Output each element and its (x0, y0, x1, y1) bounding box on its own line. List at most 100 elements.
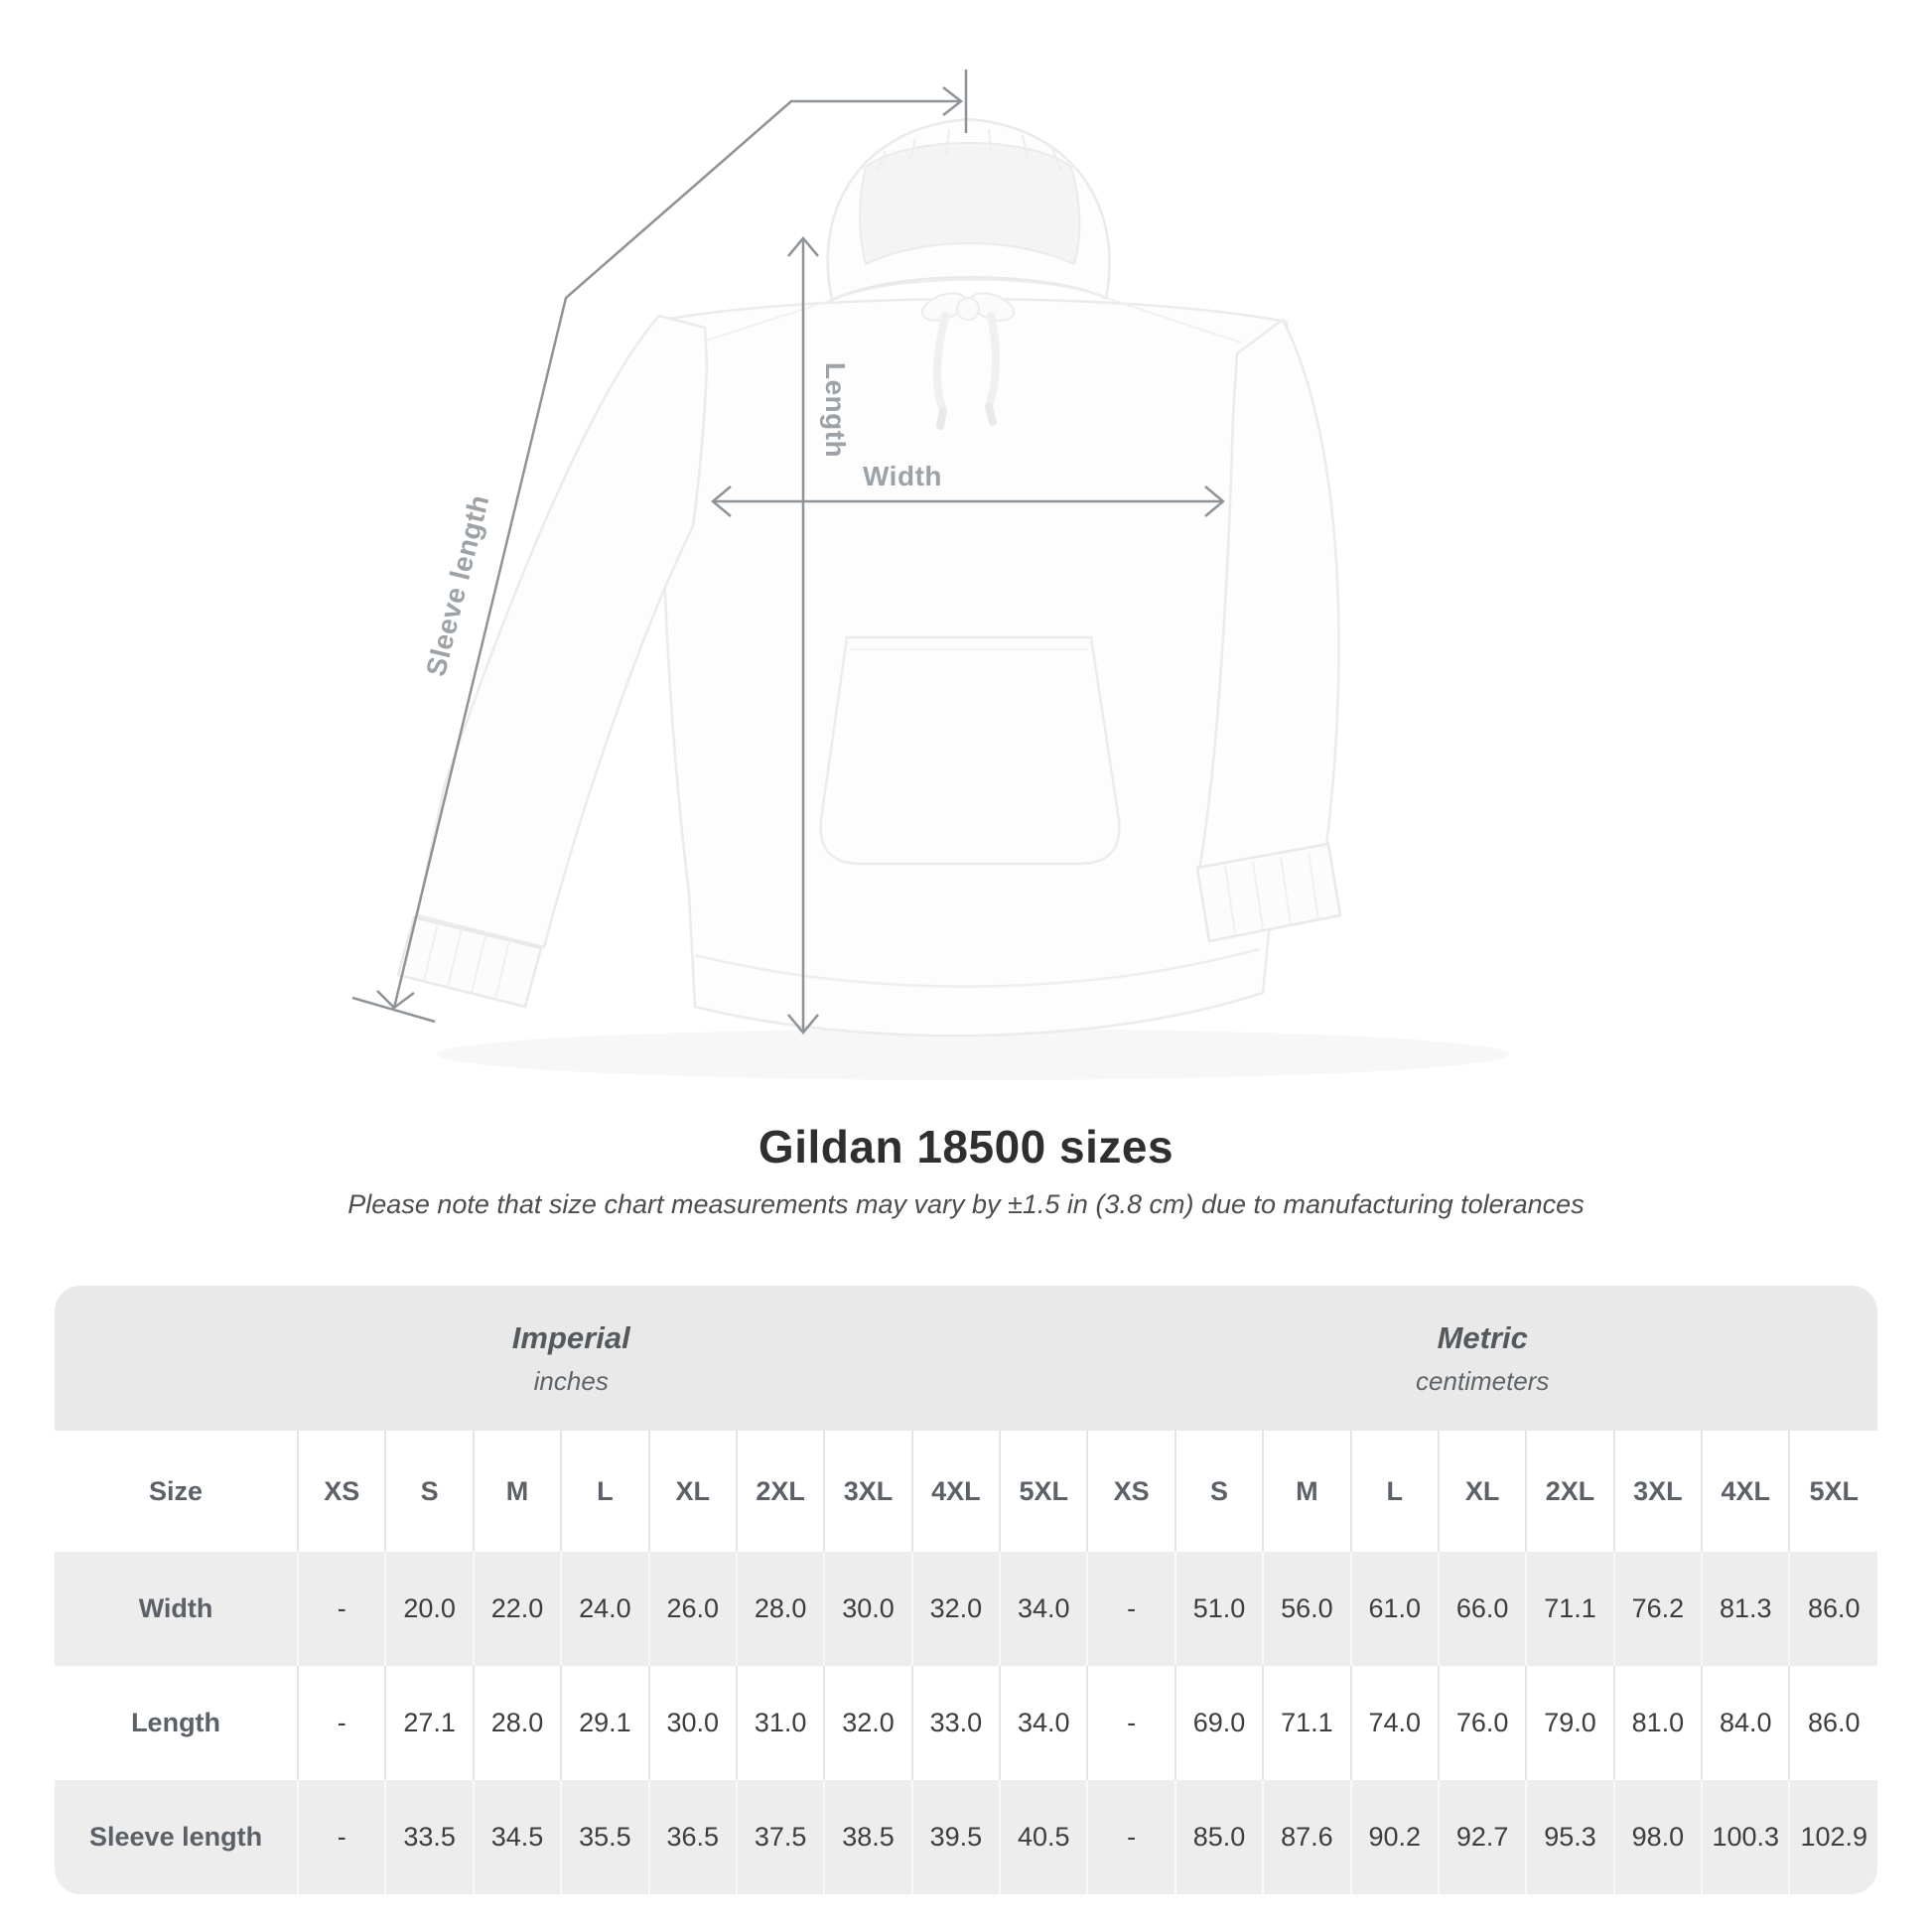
size-value-cell: 20.0 (384, 1552, 474, 1666)
hood-opening (859, 142, 1081, 266)
size-value-cell: 87.6 (1262, 1780, 1351, 1894)
size-value-cell: 71.1 (1525, 1552, 1614, 1666)
imperial-group-unit: inches (533, 1365, 609, 1396)
size-value-cell: 100.3 (1701, 1780, 1790, 1894)
size-value-cell: 33.5 (384, 1780, 474, 1894)
size-column-header: L (560, 1431, 649, 1552)
size-column-header: 4XL (1701, 1431, 1790, 1552)
size-value-cell: 51.0 (1173, 1552, 1264, 1666)
size-value-cell: 40.5 (999, 1780, 1088, 1894)
size-value-cell: 86.0 (1788, 1552, 1877, 1666)
size-header-row: Size XS S M L XL 2XL 3XL 4XL 5XL XS S M … (55, 1431, 1877, 1552)
size-value-cell: 28.0 (735, 1552, 825, 1666)
size-value-cell: 71.1 (1262, 1666, 1351, 1780)
size-value-cell: 79.0 (1525, 1666, 1614, 1780)
hem-seam (694, 947, 1260, 988)
size-column-header: M (472, 1431, 562, 1552)
size-value-cell: 24.0 (560, 1552, 649, 1666)
size-value-cell: - (297, 1552, 386, 1666)
size-value-cell: 26.0 (647, 1552, 737, 1666)
tolerance-note: Please note that size chart measurements… (347, 1189, 1585, 1219)
size-value-cell: - (1086, 1666, 1175, 1780)
measurement-lines (351, 69, 1225, 1035)
size-value-cell: 34.0 (999, 1552, 1088, 1666)
size-value-cell: 76.0 (1437, 1666, 1527, 1780)
size-column-header: XL (1437, 1431, 1527, 1552)
kangaroo-pocket (819, 635, 1121, 866)
sleeve-length-label: Sleeve length (420, 491, 494, 679)
size-column-header: 2XL (735, 1431, 825, 1552)
size-value-cell: 33.0 (910, 1666, 1001, 1780)
measurement-row-label: Sleeve length (89, 1822, 263, 1852)
size-column-header: 2XL (1525, 1431, 1614, 1552)
table-row-sleeve-length: Sleeve length - 33.5 34.5 35.5 36.5 37.5… (55, 1780, 1877, 1894)
length-label: Length (820, 362, 851, 458)
size-value-cell: 22.0 (472, 1552, 562, 1666)
drawstring-aglets (936, 403, 997, 430)
size-value-cell: 28.0 (472, 1666, 562, 1780)
size-value-cell: 29.1 (560, 1666, 649, 1780)
size-column-header: 3XL (1612, 1431, 1703, 1552)
imperial-group-title: Imperial (511, 1319, 630, 1355)
neck-seam (831, 278, 1107, 301)
size-value-cell: 69.0 (1173, 1666, 1264, 1780)
page-title: Gildan 18500 sizes (758, 1121, 1174, 1173)
sleeve-length-arrow (351, 69, 968, 1024)
hoodie-measurement-diagram: Length Width Sleeve length (351, 69, 1509, 1080)
size-value-cell: - (1086, 1552, 1175, 1666)
size-value-cell: 30.0 (823, 1552, 912, 1666)
width-arrow (711, 485, 1225, 517)
title-block: Gildan 18500 sizes Please note that size… (0, 1120, 1932, 1220)
size-value-cell: 27.1 (384, 1666, 474, 1780)
size-value-cell: 34.5 (472, 1780, 562, 1894)
measurement-row-label: Width (138, 1593, 213, 1623)
table-row-length: Length - 27.1 28.0 29.1 30.0 31.0 32.0 3… (55, 1666, 1877, 1780)
size-value-cell: - (297, 1780, 386, 1894)
size-column-header: S (384, 1431, 474, 1552)
size-value-cell: 66.0 (1437, 1552, 1527, 1666)
hoodie-photo (396, 117, 1509, 1080)
size-value-cell: 95.3 (1525, 1780, 1614, 1894)
table-row-width: Width - 20.0 22.0 24.0 26.0 28.0 30.0 32… (55, 1552, 1877, 1666)
size-value-cell: 61.0 (1349, 1552, 1439, 1666)
width-label: Width (863, 461, 942, 491)
size-value-cell: 38.5 (823, 1780, 912, 1894)
imperial-group-header: Imperial inches (55, 1286, 1087, 1431)
garment-shadow (437, 1029, 1509, 1080)
size-header-label: Size (149, 1475, 204, 1506)
size-column-header: S (1173, 1431, 1264, 1552)
size-value-cell: 81.3 (1701, 1552, 1790, 1666)
size-column-header: XL (647, 1431, 737, 1552)
size-value-cell: 37.5 (735, 1780, 825, 1894)
size-value-cell: 102.9 (1788, 1780, 1877, 1894)
left-cuff-ribs (423, 922, 510, 1000)
size-column-header: 4XL (910, 1431, 1001, 1552)
bow-knot (956, 297, 980, 321)
size-value-cell: 39.5 (910, 1780, 1001, 1894)
measurement-row-label: Length (131, 1708, 221, 1737)
size-value-cell: 36.5 (647, 1780, 737, 1894)
size-value-cell: 92.7 (1437, 1780, 1527, 1894)
drawstring-left (933, 312, 949, 415)
size-value-cell: 85.0 (1173, 1780, 1264, 1894)
size-column-header: L (1349, 1431, 1439, 1552)
size-value-cell: 74.0 (1349, 1666, 1439, 1780)
size-value-cell: - (297, 1666, 386, 1780)
right-cuff-ribs (1224, 851, 1319, 934)
size-column-header: XS (1086, 1431, 1175, 1552)
size-value-cell: 31.0 (735, 1666, 825, 1780)
size-value-cell: 34.0 (999, 1666, 1088, 1780)
metric-group-header: Metric centimeters (1087, 1286, 1877, 1431)
size-value-cell: 76.2 (1612, 1552, 1703, 1666)
size-value-cell: 81.0 (1612, 1666, 1703, 1780)
unit-group-row: Imperial inches Metric centimeters (55, 1286, 1877, 1431)
size-value-cell: 86.0 (1788, 1666, 1877, 1780)
size-value-cell: 90.2 (1349, 1780, 1439, 1894)
size-column-header: 5XL (999, 1431, 1088, 1552)
size-column-header: XS (297, 1431, 386, 1552)
metric-group-title: Metric (1437, 1319, 1528, 1355)
hood-gathers (877, 128, 1061, 172)
size-value-cell: - (1086, 1780, 1175, 1894)
shoulder-seams (699, 295, 1242, 344)
